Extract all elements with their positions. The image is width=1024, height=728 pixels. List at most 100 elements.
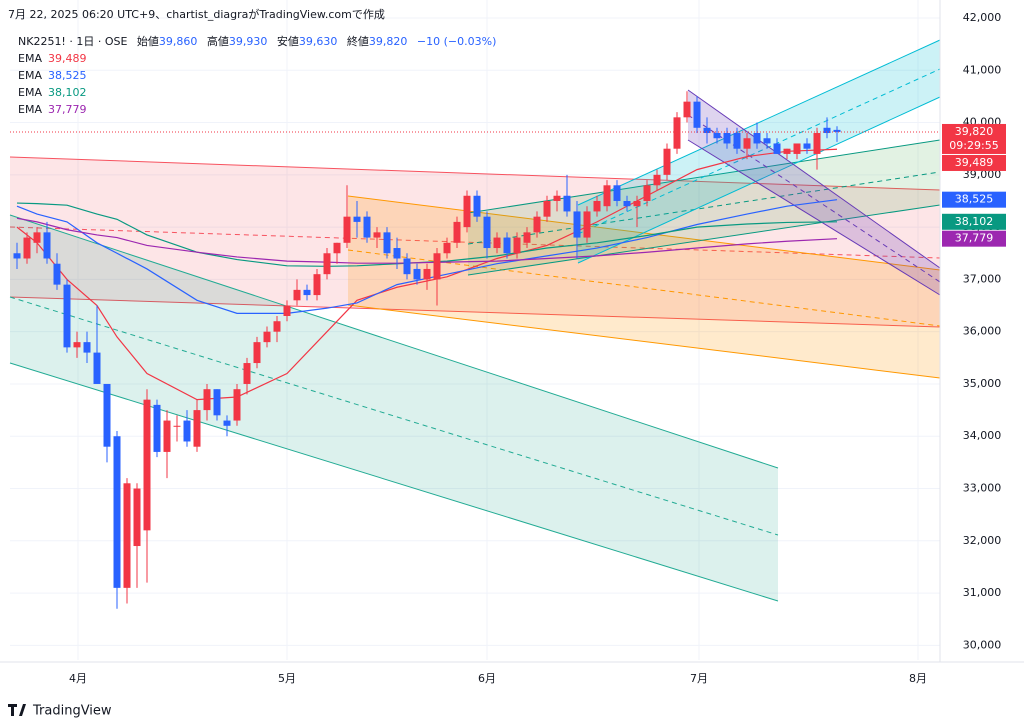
y-tick-label: 34,000	[963, 429, 1002, 442]
ohlc-value: 39,820	[369, 35, 408, 48]
candle-body	[463, 195, 471, 228]
candle-body	[283, 305, 291, 316]
candle-body	[813, 133, 821, 154]
candle-body	[413, 268, 421, 280]
ema-name: EMA	[18, 52, 42, 65]
drawings	[9, 39, 941, 602]
logo	[8, 704, 26, 716]
candle-body	[13, 253, 21, 259]
ohlc-label: 終値	[347, 34, 369, 48]
y-tick-label: 41,000	[963, 63, 1002, 76]
candle-body	[273, 321, 281, 332]
candle-body	[693, 101, 701, 128]
symbol-name: NK2251! · 1日 · OSE	[18, 35, 127, 48]
channel-mid	[9, 226, 941, 259]
channel-line	[9, 156, 941, 191]
x-tick-label: 6月	[478, 672, 496, 685]
candle-body	[373, 232, 381, 238]
candle-body	[183, 420, 191, 442]
channel-mid	[577, 68, 941, 235]
candle-body	[823, 127, 831, 134]
candle-body	[573, 211, 581, 238]
ema-price-label: 38,525	[955, 193, 994, 206]
candle-body	[733, 133, 741, 149]
ema-legend: EMA 38,525	[18, 69, 86, 82]
ema-line	[16, 202, 838, 267]
candle-body	[323, 253, 331, 275]
channel-fill	[10, 157, 940, 327]
candle-body	[483, 216, 491, 249]
candles	[13, 91, 841, 609]
ema-line	[16, 217, 838, 264]
candle-body	[443, 242, 451, 254]
candle-body	[243, 363, 251, 384]
channel-fill	[688, 90, 940, 295]
candle-body	[763, 138, 771, 144]
candle-body	[603, 185, 611, 207]
candle-body	[753, 133, 761, 144]
ema-name: EMA	[18, 103, 42, 116]
candle-body	[673, 117, 681, 149]
ema-legend: EMA 39,489	[18, 52, 86, 65]
candle-body	[433, 253, 441, 280]
y-tick-label: 37,000	[963, 272, 1002, 285]
candle-body	[153, 404, 161, 452]
candle-body	[83, 342, 91, 353]
candle-body	[533, 216, 541, 233]
candle-body	[113, 436, 121, 588]
candle-body	[713, 133, 721, 139]
y-tick-label: 30,000	[963, 638, 1002, 651]
candle-body	[503, 237, 511, 254]
candle-body	[523, 232, 531, 243]
ema-price-box	[942, 230, 1006, 247]
candle-body	[403, 258, 411, 275]
ema-line	[16, 199, 838, 314]
candle-body	[363, 216, 371, 238]
x-tick-label: 4月	[69, 672, 87, 685]
candle-body	[743, 138, 751, 149]
ema-price-label: 38,102	[955, 215, 994, 228]
ema-value: 38,102	[48, 86, 87, 99]
candle-body	[773, 143, 781, 154]
ema-line	[16, 148, 838, 401]
candle-body	[203, 389, 211, 411]
candle-body	[703, 127, 711, 134]
ohlc-label: 安値	[277, 34, 299, 48]
candle-body	[453, 221, 461, 243]
candle-body	[173, 425, 181, 427]
x-tick-label: 8月	[909, 672, 927, 685]
candle-body	[353, 216, 361, 222]
candle-body	[93, 352, 101, 384]
ema-value: 37,779	[48, 103, 87, 116]
candle-body	[103, 383, 111, 447]
candle-body	[333, 242, 341, 254]
candle-body	[53, 263, 61, 285]
y-tick-label: 39,000	[963, 168, 1002, 181]
candle-body	[73, 342, 81, 348]
candle-body	[343, 216, 351, 243]
ema-price-box	[942, 213, 1006, 230]
ohlc-label: 高値	[207, 34, 229, 48]
change: −10 (−0.03%)	[417, 35, 496, 48]
channel-line	[9, 296, 941, 328]
y-tick-label: 32,000	[963, 534, 1002, 547]
y-tick-label: 33,000	[963, 482, 1002, 495]
candle-body	[383, 232, 391, 254]
brand: TradingView	[32, 704, 112, 719]
y-tick-label: 42,000	[963, 11, 1002, 24]
candle-body	[593, 200, 601, 212]
candle-body	[263, 331, 271, 343]
candle-body	[23, 237, 31, 259]
candle-body	[643, 185, 651, 201]
y-tick-label: 36,000	[963, 325, 1002, 338]
candle-body	[723, 133, 731, 144]
candle-body	[123, 483, 131, 588]
last-price-label: 39,820	[955, 125, 994, 138]
candle-body	[233, 389, 241, 421]
candle-body	[793, 143, 801, 154]
candle-body	[473, 195, 481, 217]
x-tick-label: 5月	[278, 672, 296, 685]
ema-name: EMA	[18, 86, 42, 99]
candle-body	[213, 389, 221, 416]
